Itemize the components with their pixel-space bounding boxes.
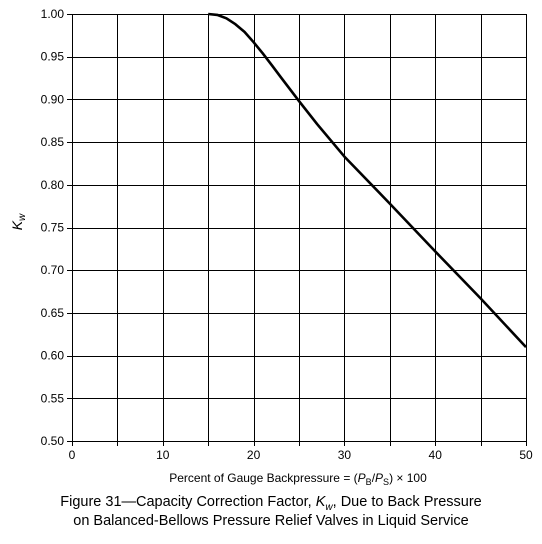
x-tick-labels: 0 10 20 30 40 50 xyxy=(69,448,533,462)
chart: 0.50 0.55 0.60 0.65 0.70 0.75 0.80 0.85 0.90 0.95… xyxy=(9,7,533,487)
y-axis-label: Kw xyxy=(9,213,28,230)
y-tick-label: 0.55 xyxy=(41,391,65,405)
grid xyxy=(67,14,527,446)
x-tick-label: 0 xyxy=(69,448,76,462)
y-tick-label: 0.50 xyxy=(41,434,65,448)
y-tick-label: 0.65 xyxy=(41,306,65,320)
x-axis-label: Percent of Gauge Backpressure = (PB/PS) … xyxy=(169,471,427,487)
y-tick-label: 1.00 xyxy=(41,7,65,21)
figure-caption-line-1: Figure 31—Capacity Correction Factor, Kw… xyxy=(60,494,482,513)
kw-curve xyxy=(208,12,527,348)
x-tick-label: 10 xyxy=(156,448,170,462)
y-tick-label: 0.95 xyxy=(41,50,65,64)
y-tick-label: 0.80 xyxy=(41,178,65,192)
y-tick-label: 0.90 xyxy=(41,92,65,106)
y-tick-label: 0.85 xyxy=(41,135,65,149)
y-tick-labels: 0.50 0.55 0.60 0.65 0.70 0.75 0.80 0.85 0.90 0.95… xyxy=(41,7,65,448)
x-tick-label: 40 xyxy=(429,448,443,462)
x-tick-label: 20 xyxy=(247,448,261,462)
y-tick-label: 0.75 xyxy=(41,221,65,235)
x-tick-label: 50 xyxy=(519,448,533,462)
y-tick-label: 0.70 xyxy=(41,263,65,277)
x-tick-label: 30 xyxy=(338,448,352,462)
y-tick-label: 0.60 xyxy=(41,349,65,363)
figure-caption-line-2: on Balanced-Bellows Pressure Relief Valv… xyxy=(73,513,469,529)
